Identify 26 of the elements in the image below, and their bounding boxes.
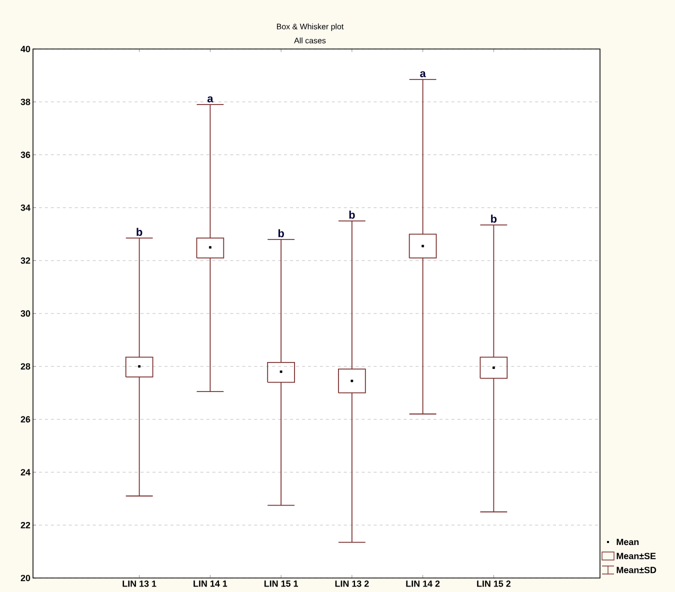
annotation: b xyxy=(136,228,142,236)
y-tick-label: 30 xyxy=(20,310,30,317)
y-tick-label: 34 xyxy=(20,204,30,211)
x-tick-label: LIN 15 1 xyxy=(264,580,298,587)
text: Mean xyxy=(616,538,639,546)
y-tick-label: 28 xyxy=(20,363,30,370)
annotation: b xyxy=(349,210,355,219)
annotation: a xyxy=(207,96,214,102)
y-tick-label: 24 xyxy=(20,469,30,476)
annotation: a xyxy=(420,71,426,78)
y-tick-label: 36 xyxy=(20,152,30,158)
y-tick-label: 32 xyxy=(20,257,30,264)
x-tick-label: LIN 14 1 xyxy=(194,580,228,587)
annotation: b xyxy=(278,229,284,238)
annotation: b xyxy=(491,214,497,223)
x-tick-label: LIN 13 1 xyxy=(122,580,156,587)
y-tick-label: 22 xyxy=(20,522,30,528)
x-tick-label: LIN 15 2 xyxy=(477,580,511,587)
y-tick-label: 38 xyxy=(20,98,30,106)
text: Mean±SE xyxy=(616,552,656,560)
y-tick-label: 26 xyxy=(20,416,30,422)
x-tick-label: LIN 13 2 xyxy=(335,580,369,587)
y-tick-label: 20 xyxy=(20,574,30,582)
x-tick-label: LIN 14 2 xyxy=(406,580,440,587)
text: Mean±SD xyxy=(616,566,656,574)
y-tick-label: 40 xyxy=(20,46,30,52)
